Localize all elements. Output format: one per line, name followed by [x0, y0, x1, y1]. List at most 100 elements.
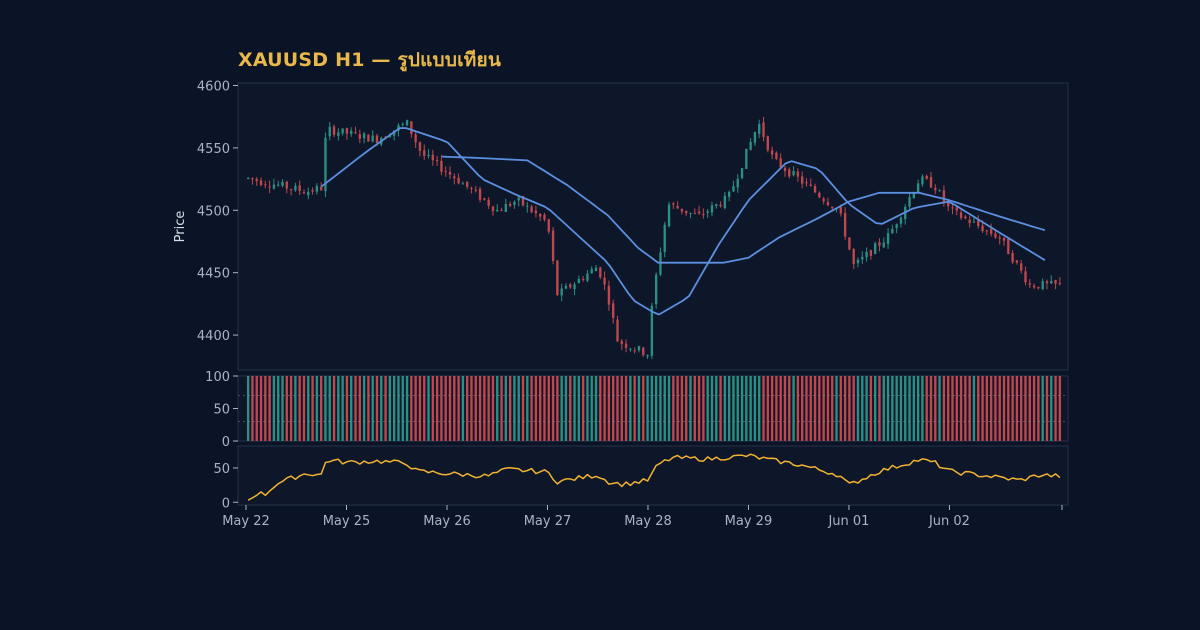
candle-body: [324, 137, 327, 192]
candle-body: [831, 206, 834, 209]
candle-body: [607, 285, 611, 305]
candle-body: [534, 210, 538, 214]
candle-body: [629, 348, 632, 350]
volume-bar: [251, 376, 254, 441]
volume-bar: [277, 376, 280, 441]
volume-bar: [285, 376, 288, 441]
volume-bar: [921, 376, 924, 441]
candle-body: [676, 206, 679, 209]
candle-body: [938, 190, 941, 192]
volume-bar: [1002, 376, 1006, 441]
candle-body: [624, 343, 628, 348]
volume-bar: [302, 376, 306, 441]
x-tick-label: May 28: [624, 514, 672, 529]
volume-bar: [294, 376, 297, 441]
volume-bar: [835, 376, 838, 441]
volume-bar: [633, 376, 636, 441]
candle-body: [1015, 260, 1019, 263]
candle-body: [341, 128, 344, 134]
candle-body: [517, 197, 520, 201]
volume-bar: [603, 376, 606, 441]
candle-body: [307, 191, 310, 196]
volume-bar: [1054, 376, 1057, 441]
candle-body: [551, 230, 555, 261]
candle-body: [465, 181, 469, 187]
volume-bar: [869, 376, 873, 441]
volume-bar: [1050, 376, 1053, 441]
candle-body: [994, 233, 997, 238]
volume-bar: [337, 376, 340, 441]
volume-bar: [929, 376, 933, 441]
volume-bar: [530, 376, 533, 441]
candle-body: [732, 186, 735, 192]
volume-bar: [547, 376, 550, 441]
candle-body: [599, 267, 602, 278]
candle-body: [805, 182, 808, 184]
volume-bar: [461, 376, 465, 441]
volume-bar: [620, 376, 623, 441]
candle-body: [672, 203, 675, 205]
volume-bar: [255, 376, 258, 441]
volume-bar: [311, 376, 314, 441]
candle-body: [818, 192, 821, 198]
candle-body: [435, 159, 439, 161]
candle-body: [508, 203, 512, 206]
price-ytick-label: 4450: [197, 267, 230, 282]
volume-bar: [805, 376, 808, 441]
volume-bar: [581, 376, 585, 441]
volume-bar: [319, 376, 323, 441]
candle-body: [826, 201, 830, 206]
candle-body: [281, 181, 284, 186]
volume-bar: [410, 376, 413, 441]
candle-body: [981, 225, 984, 232]
candle-body: [727, 191, 731, 197]
candle-body: [564, 285, 568, 289]
volume-bar: [646, 376, 649, 441]
candle-body: [633, 350, 636, 352]
volume-bar: [762, 376, 765, 441]
candle-body: [350, 130, 353, 134]
candle-body: [1002, 237, 1006, 241]
bar-ytick-label: 100: [205, 370, 230, 385]
volume-bar: [500, 376, 503, 441]
volume-bar: [418, 376, 422, 441]
candle-body: [685, 210, 688, 214]
volume-bar: [710, 376, 714, 441]
volume-bar: [345, 376, 349, 441]
candle-body: [779, 158, 782, 168]
candle-body: [251, 178, 254, 180]
candle-body: [1050, 280, 1053, 284]
candle-body: [1028, 283, 1031, 285]
candle-body: [680, 208, 684, 212]
candle-body: [766, 136, 769, 151]
volume-bar: [959, 376, 963, 441]
volume-bar: [672, 376, 675, 441]
candle-body: [697, 211, 701, 214]
volume-bar: [564, 376, 568, 441]
candle-body: [539, 213, 542, 217]
volume-bar: [758, 376, 761, 441]
volume-bar: [474, 376, 477, 441]
candle-body: [594, 267, 598, 272]
volume-bar: [560, 376, 563, 441]
candle-body: [809, 184, 812, 186]
volume-bar: [594, 376, 598, 441]
volume-bar: [886, 376, 890, 441]
volume-bar: [577, 376, 581, 441]
candle-body: [745, 148, 748, 169]
candle-body: [298, 185, 301, 191]
volume-bar: [852, 376, 855, 441]
volume-bar: [392, 376, 396, 441]
candle-body: [865, 251, 868, 258]
candle-body: [332, 126, 336, 135]
volume-bar: [590, 376, 593, 441]
candle-body: [530, 206, 533, 213]
volume-bar: [508, 376, 512, 441]
candle-body: [642, 347, 645, 355]
candle-body: [478, 188, 482, 200]
candle-body: [861, 256, 864, 260]
volume-bar: [371, 376, 374, 441]
candle-body: [461, 183, 465, 185]
volume-bar: [388, 376, 392, 441]
candle-body: [1045, 281, 1049, 284]
